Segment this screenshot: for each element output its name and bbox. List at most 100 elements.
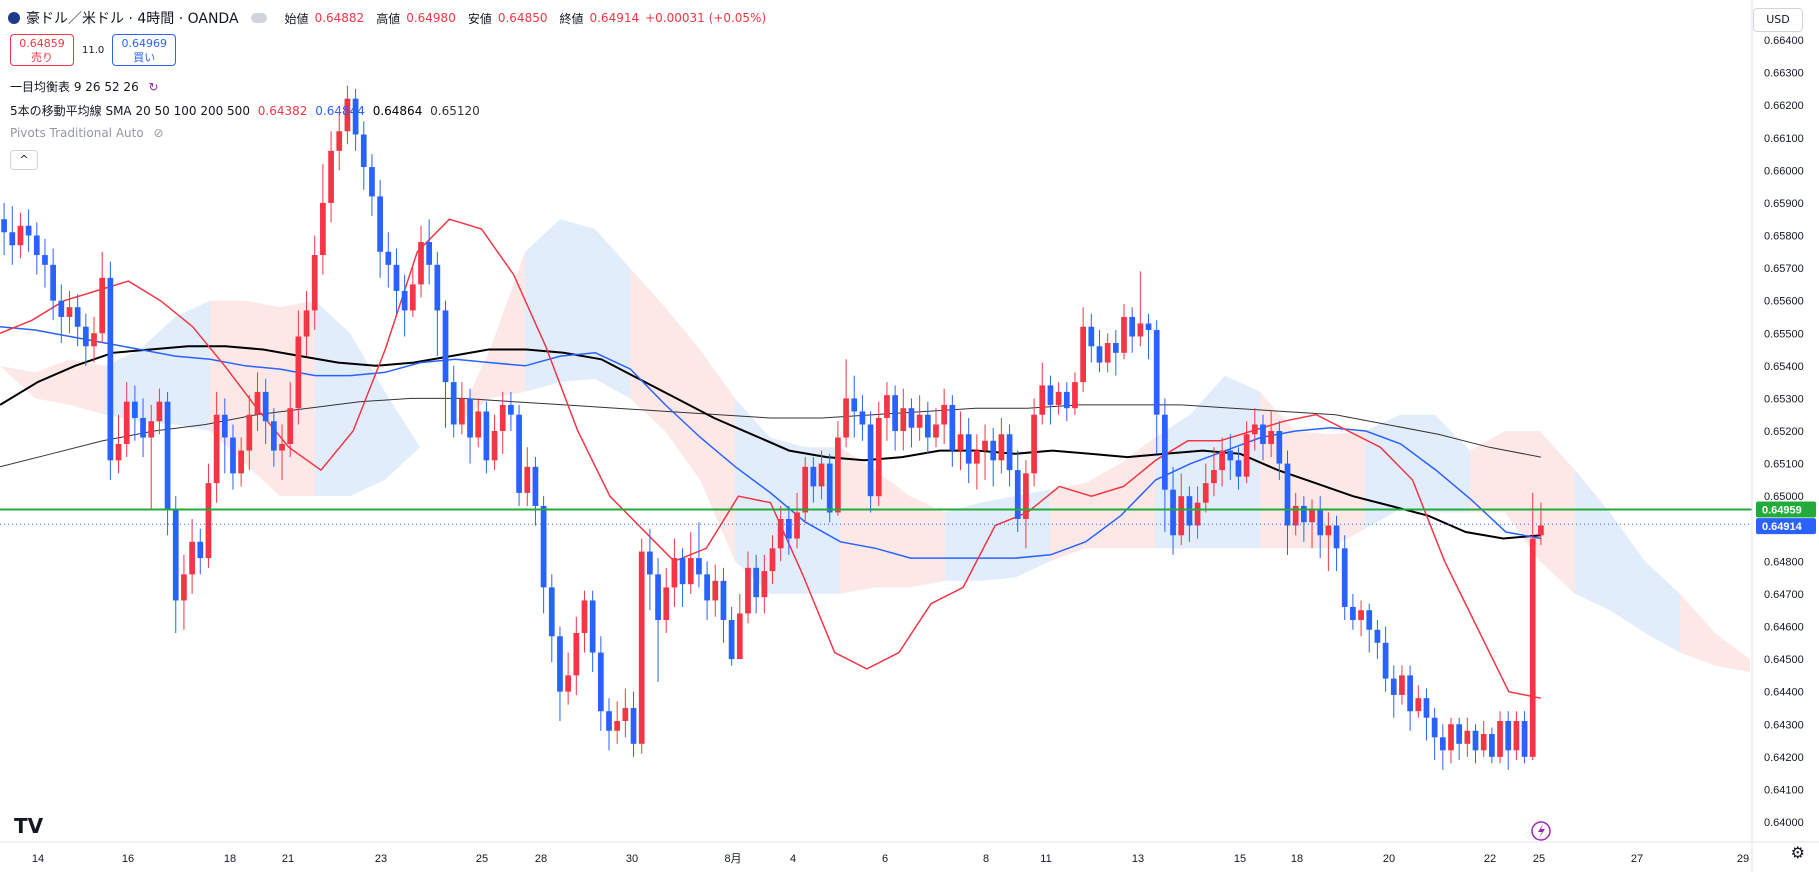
candle-body (1227, 450, 1234, 461)
candle-body (1292, 505, 1299, 526)
candle-body (884, 395, 890, 418)
cloud-segment (1050, 483, 1085, 562)
candle-body (1366, 610, 1373, 630)
time-tick: 25 (476, 853, 488, 865)
spread-value: 11.0 (82, 44, 105, 56)
lightning-icon[interactable] (1531, 821, 1551, 841)
candle-body (1276, 431, 1283, 464)
candle-body (1431, 717, 1438, 738)
cloud-segment (1365, 414, 1400, 529)
candle-body (687, 558, 694, 585)
price-label: 0.64959 (1762, 505, 1802, 517)
tradingview-logo[interactable]: 𝗧𝗩 (14, 814, 44, 838)
price-tick: 0.66300 (1764, 68, 1804, 80)
candle-body (360, 134, 367, 168)
open-label: 始値 (284, 11, 309, 26)
symbol-title[interactable]: 豪ドル／米ドル · 4時間 · OANDA (26, 11, 239, 27)
collapse-button[interactable]: ^ (10, 150, 38, 170)
candle-body (483, 411, 490, 461)
candle-body (516, 414, 522, 493)
candle-body (1211, 470, 1217, 484)
candle-body (1448, 724, 1454, 751)
price-tick: 0.64100 (1764, 784, 1804, 796)
candle-body (213, 414, 220, 484)
candle-body (1374, 629, 1381, 643)
time-tick: 6 (882, 853, 888, 865)
sma50-line (0, 325, 1542, 559)
candle-body (491, 431, 498, 461)
candle-body (1300, 505, 1307, 523)
candle-body (1072, 382, 1078, 409)
candle-body (712, 580, 719, 601)
candle-body (1235, 460, 1242, 477)
high-value: 0.64980 (406, 11, 456, 25)
cloud-segment (105, 349, 140, 422)
candle-body (221, 414, 228, 438)
price-labels: 0.64959 0.64914 (1756, 501, 1816, 535)
candle-body (998, 434, 1005, 461)
candle-body (475, 411, 482, 438)
time-tick: 22 (1484, 853, 1496, 865)
candle-body (467, 398, 473, 438)
candle-body (450, 382, 457, 425)
candle-body (1439, 737, 1446, 751)
candle-body (1006, 434, 1013, 471)
candle-body (1063, 391, 1070, 409)
candle-body (671, 558, 678, 588)
candle-body (1325, 525, 1332, 536)
buy-button[interactable]: 0.64969 買い (112, 34, 177, 66)
candle-body (679, 558, 686, 585)
candle-body (148, 421, 155, 438)
candle-body (761, 571, 768, 598)
gear-icon[interactable]: ⚙ (1790, 843, 1805, 862)
candle-body (50, 264, 56, 301)
low-label: 安値 (467, 11, 492, 26)
refresh-icon[interactable]: ↻ (148, 80, 159, 94)
currency-selector[interactable]: USD (1753, 8, 1803, 32)
candle-body (1350, 606, 1356, 620)
candle-body (254, 391, 261, 415)
price-label: 0.64914 (1762, 521, 1803, 533)
chart-header: 豪ドル／米ドル · 4時間 · OANDA 始値 0.64882 高値 0.6498… (8, 8, 766, 28)
eye-off-icon[interactable]: ⊘ (153, 126, 164, 140)
candle-body (369, 167, 375, 197)
cloud-segment (1225, 375, 1260, 549)
candle-body (933, 424, 939, 438)
candle-body (401, 290, 408, 311)
time-tick: 16 (122, 853, 134, 865)
candle-body (1080, 326, 1086, 383)
candle-body (974, 450, 980, 464)
candle-body (17, 225, 24, 246)
pivots-legend[interactable]: Pivots Traditional Auto ⊘ (10, 126, 164, 140)
candle-body (982, 440, 988, 451)
cloud-segment (630, 268, 665, 431)
close-value: 0.64914 (589, 11, 640, 25)
price-tick: 0.66000 (1764, 165, 1804, 177)
candle-body (189, 541, 195, 575)
toggle-icon[interactable] (250, 13, 267, 23)
candle-body (614, 720, 621, 731)
candle-body (1538, 525, 1544, 536)
cloud-segment (525, 219, 560, 392)
ichimoku-legend[interactable]: 一目均衡表 9 26 52 26 ↻ (10, 78, 159, 95)
time-tick: 27 (1631, 853, 1643, 865)
cloud-segment (770, 437, 805, 594)
candle-body (1039, 385, 1046, 415)
time-tick: 14 (32, 853, 44, 865)
cloud-segment (875, 470, 910, 588)
change-value: +0.00031 (+0.05%) (645, 11, 767, 25)
ma-legend[interactable]: 5本の移動平均線 SMA 20 50 100 200 500 0.64382 0… (10, 102, 480, 119)
candle-body (1023, 473, 1029, 519)
cloud-segment (665, 307, 700, 480)
time-tick: 13 (1132, 853, 1144, 865)
price-label-bg (1756, 518, 1816, 535)
price-tick: 0.64700 (1764, 589, 1804, 601)
sell-button[interactable]: 0.64859 売り (10, 34, 74, 66)
buy-price: 0.64969 (121, 37, 168, 50)
candle-body (835, 437, 841, 513)
candle-body (1014, 470, 1021, 519)
candle-body (409, 284, 416, 311)
candle-body (826, 463, 833, 513)
cloud-segment (1540, 431, 1575, 594)
